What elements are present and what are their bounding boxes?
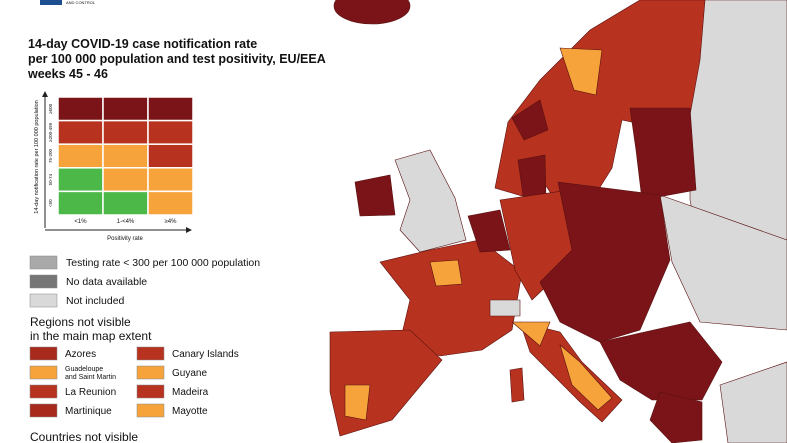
legend-swatch [29,293,58,308]
matrix-cell [57,167,104,193]
matrix-cell [147,190,194,216]
region-label: and Saint Martin [65,374,116,381]
region-swatch [136,365,165,380]
row-label: 50-74 [48,173,53,185]
matrix-cell [102,167,149,193]
norway-dark [511,99,549,141]
matrix-cell [57,190,104,216]
logo-text: AND CONTROL [66,0,96,5]
baltics [629,107,697,201]
matrix-cell [147,167,194,193]
region-swatch [136,346,165,361]
sweden-orange [559,47,603,96]
row-label: ≥200-499 [48,122,53,141]
col-label: 1-<4% [117,219,135,225]
france [379,239,523,357]
legend-label: Not included [66,295,125,307]
x-axis-label: Positivity rate [107,236,143,242]
region-label: Guadeloupe [65,366,103,373]
region-label: Martinique [65,406,112,417]
title-line: weeks 45 - 46 [27,67,108,81]
region-swatch [136,403,165,418]
region-swatch [29,365,58,380]
region-swatch [29,403,58,418]
matrix-cell [147,143,194,169]
region-label: La Reunion [65,387,116,398]
matrix-cell [147,96,194,122]
italy-orange [559,344,613,411]
col-label: ≥4% [165,219,178,225]
legend-label: Testing rate < 300 per 100 000 populatio… [66,257,260,269]
countries-title: Countries not visible [30,430,138,443]
spain-orange [344,384,371,421]
ireland [354,174,396,217]
benelux [467,209,511,253]
region-label: Madeira [172,387,209,398]
matrix-cell [102,190,149,216]
matrix-cell [102,143,149,169]
region-label: Canary Islands [172,349,239,360]
region-label: Guyane [172,368,207,379]
regions-title: Regions not visible [30,315,131,329]
legend-swatch [29,274,58,289]
eastern-neighbours [659,194,787,331]
logo-mark [40,0,62,5]
region-swatch [29,346,58,361]
regions-title: in the main map extent [30,329,152,343]
region-label: Azores [65,349,96,360]
legend-swatch [29,255,58,270]
balkans [599,321,723,401]
title-line: 14-day COVID-19 case notification rate [28,37,257,51]
switzerland [489,299,521,317]
uk [394,149,467,253]
matrix-cell [57,96,104,122]
greece [649,391,703,443]
turkey [719,361,787,443]
matrix-cell [57,143,104,169]
sardinia [509,367,525,403]
y-arrowhead [42,91,48,97]
row-label: 75-200 [48,148,53,163]
x-arrowhead [186,227,192,233]
france-orange [429,259,463,287]
region-label: Mayotte [172,406,208,417]
matrix-cell [102,119,149,145]
title-line: per 100 000 population and test positivi… [28,52,326,66]
alps-orange [511,321,551,347]
row-label: <50 [48,199,53,207]
matrix-cell [102,96,149,122]
iberia [329,329,443,437]
region-swatch [29,384,58,399]
region-swatch [136,384,165,399]
y-axis-label: 14-day notification rate per 100 000 pop… [34,100,40,213]
matrix-cell [57,119,104,145]
europe-map [329,0,787,443]
col-label: <1% [74,219,87,225]
row-label: ≥500 [48,103,53,113]
iceland [333,0,411,25]
matrix-cell [147,119,194,145]
legend-label: No data available [66,276,147,288]
